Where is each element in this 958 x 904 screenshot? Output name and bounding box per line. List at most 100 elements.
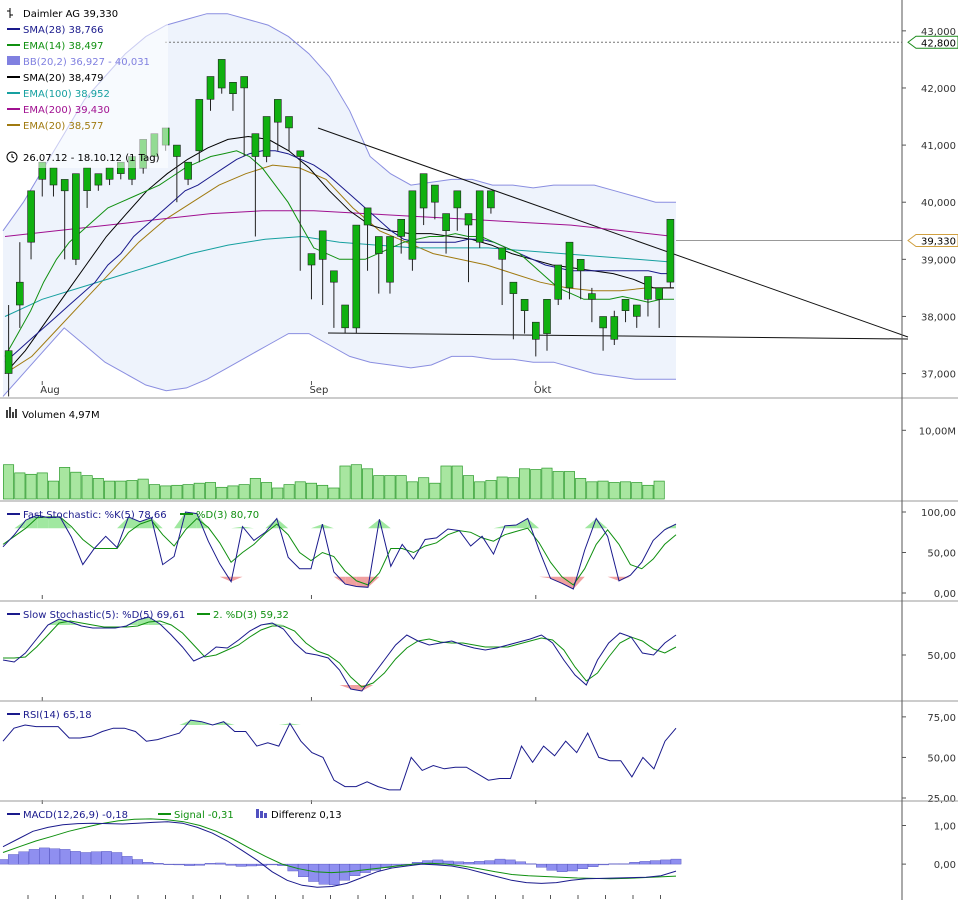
volume-bar xyxy=(283,484,295,500)
volume-bar xyxy=(25,473,37,500)
macd-histogram-bar xyxy=(318,863,330,885)
legend-entry: EMA(14) 38,497 xyxy=(23,41,103,52)
volume-bar xyxy=(3,464,15,500)
overbought-fill xyxy=(128,516,140,529)
legend-entry: SMA(28) 38,766 xyxy=(23,25,104,36)
volume-title: Volumen 4,97M xyxy=(22,410,100,421)
x-tick-label: Aug xyxy=(40,385,60,396)
overbought-fill xyxy=(151,517,163,529)
legend-entry: EMA(100) 38,952 xyxy=(23,89,110,100)
volume-bar xyxy=(597,480,609,500)
macd-histogram-bar xyxy=(525,863,537,865)
macd-histogram-bar xyxy=(184,863,195,866)
macd-histogram-bar xyxy=(246,863,257,867)
macd-histogram-bar xyxy=(453,861,464,865)
volume-bar xyxy=(563,471,575,500)
candle-body xyxy=(408,190,417,260)
volume-bar xyxy=(519,468,531,500)
macd-signal-line xyxy=(2,818,677,880)
rsi-tick-label: 50,00 xyxy=(927,753,956,764)
legend-entry: SMA(20) 38,479 xyxy=(23,73,104,84)
macd-histogram-bar xyxy=(484,860,495,865)
candle-body xyxy=(386,236,394,283)
candle-body xyxy=(352,224,361,329)
macd-histogram-bar xyxy=(215,862,226,865)
volume-bar xyxy=(362,468,374,500)
macd-histogram-bar xyxy=(474,861,485,865)
macd-tick-label: 1,00 xyxy=(934,822,956,833)
candle-body xyxy=(644,276,652,300)
reference-value-label: 42,800 xyxy=(921,38,956,49)
macd-histogram-bar xyxy=(556,863,568,872)
overbought-fill xyxy=(379,519,391,529)
candle-body xyxy=(83,167,91,191)
fast-d-line xyxy=(2,516,677,586)
macd-histogram-bar xyxy=(618,863,630,865)
fast-stochastic-panel: 100,00 50,00 0,00 Fast Stochastic: %K(5) 78… xyxy=(2,508,956,600)
macd-histogram-bar xyxy=(59,849,71,865)
legend-entry: BB(20,2) 36,927 - 40,031 xyxy=(23,57,150,68)
reference-value-tag xyxy=(907,35,958,49)
candle-body xyxy=(565,241,574,289)
candle-body xyxy=(296,150,305,157)
candle-body xyxy=(520,298,529,311)
rsi-overbought-fill xyxy=(278,723,290,725)
volume-bar xyxy=(126,480,138,500)
oversold-fill xyxy=(368,576,380,588)
volume-bar xyxy=(462,475,474,500)
macd-histogram-bar xyxy=(39,847,50,865)
volume-bar xyxy=(193,482,205,500)
price-tick-label: 38,000 xyxy=(921,312,956,323)
macd-panel: 1,00 0,00 MACD(12,26,9) -0,18 Signal -0,31 D… xyxy=(0,809,956,899)
candle-body xyxy=(49,167,58,186)
overbought-fill xyxy=(14,520,26,529)
fast-stoch-tick-label: 100,00 xyxy=(921,508,956,519)
legend-swatch xyxy=(7,56,20,65)
volume-bar xyxy=(272,487,284,500)
macd-tick-label: 0,00 xyxy=(934,860,956,871)
macd-histogram-bar xyxy=(225,863,237,866)
candle-body xyxy=(4,350,13,374)
volume-bar xyxy=(373,475,385,500)
candle-body xyxy=(184,161,192,180)
volume-bar xyxy=(317,484,329,500)
overbought-fill xyxy=(139,517,152,529)
macd-histogram-bar xyxy=(329,863,340,886)
volume-bar xyxy=(451,465,463,500)
volume-bar xyxy=(541,467,553,500)
candle-body xyxy=(206,76,215,100)
oversold-fill xyxy=(231,576,243,582)
macd-title: MACD(12,26,9) -0,18 xyxy=(23,810,128,821)
candle-body xyxy=(273,99,282,123)
last-price-tag xyxy=(907,233,958,247)
macd-histogram-bar xyxy=(28,849,40,865)
macd-histogram-bar xyxy=(80,852,92,865)
oversold-fill xyxy=(539,576,551,579)
volume-bar xyxy=(485,480,497,500)
macd-histogram-bar xyxy=(536,863,547,868)
volume-bar xyxy=(261,482,273,500)
overbought-fill xyxy=(37,515,49,529)
volume-bar xyxy=(575,478,587,500)
price-tick-label: 41,000 xyxy=(921,141,956,152)
price-tick-label: 43,000 xyxy=(921,27,956,38)
clock-icon xyxy=(6,151,18,163)
macd-histogram-bar xyxy=(90,851,102,865)
bollinger-lower-line xyxy=(2,327,676,397)
candle-body xyxy=(599,316,607,329)
macd-histogram-bar xyxy=(132,859,143,865)
macd-histogram-bar xyxy=(546,863,558,871)
volume-bar xyxy=(171,484,183,500)
volume-bar xyxy=(429,482,441,500)
candle-body xyxy=(285,116,293,129)
candle-body xyxy=(397,219,406,237)
volume-bar xyxy=(418,477,430,500)
candle-body xyxy=(498,247,507,260)
candle-body xyxy=(509,281,518,294)
candle-body xyxy=(262,116,271,157)
overbought-fill xyxy=(242,526,254,529)
rsi-panel: 75,00 50,00 25,00 RSI(14) 65,18 xyxy=(2,710,956,805)
overbought-fill xyxy=(70,622,82,625)
oversold-fill xyxy=(607,576,619,581)
